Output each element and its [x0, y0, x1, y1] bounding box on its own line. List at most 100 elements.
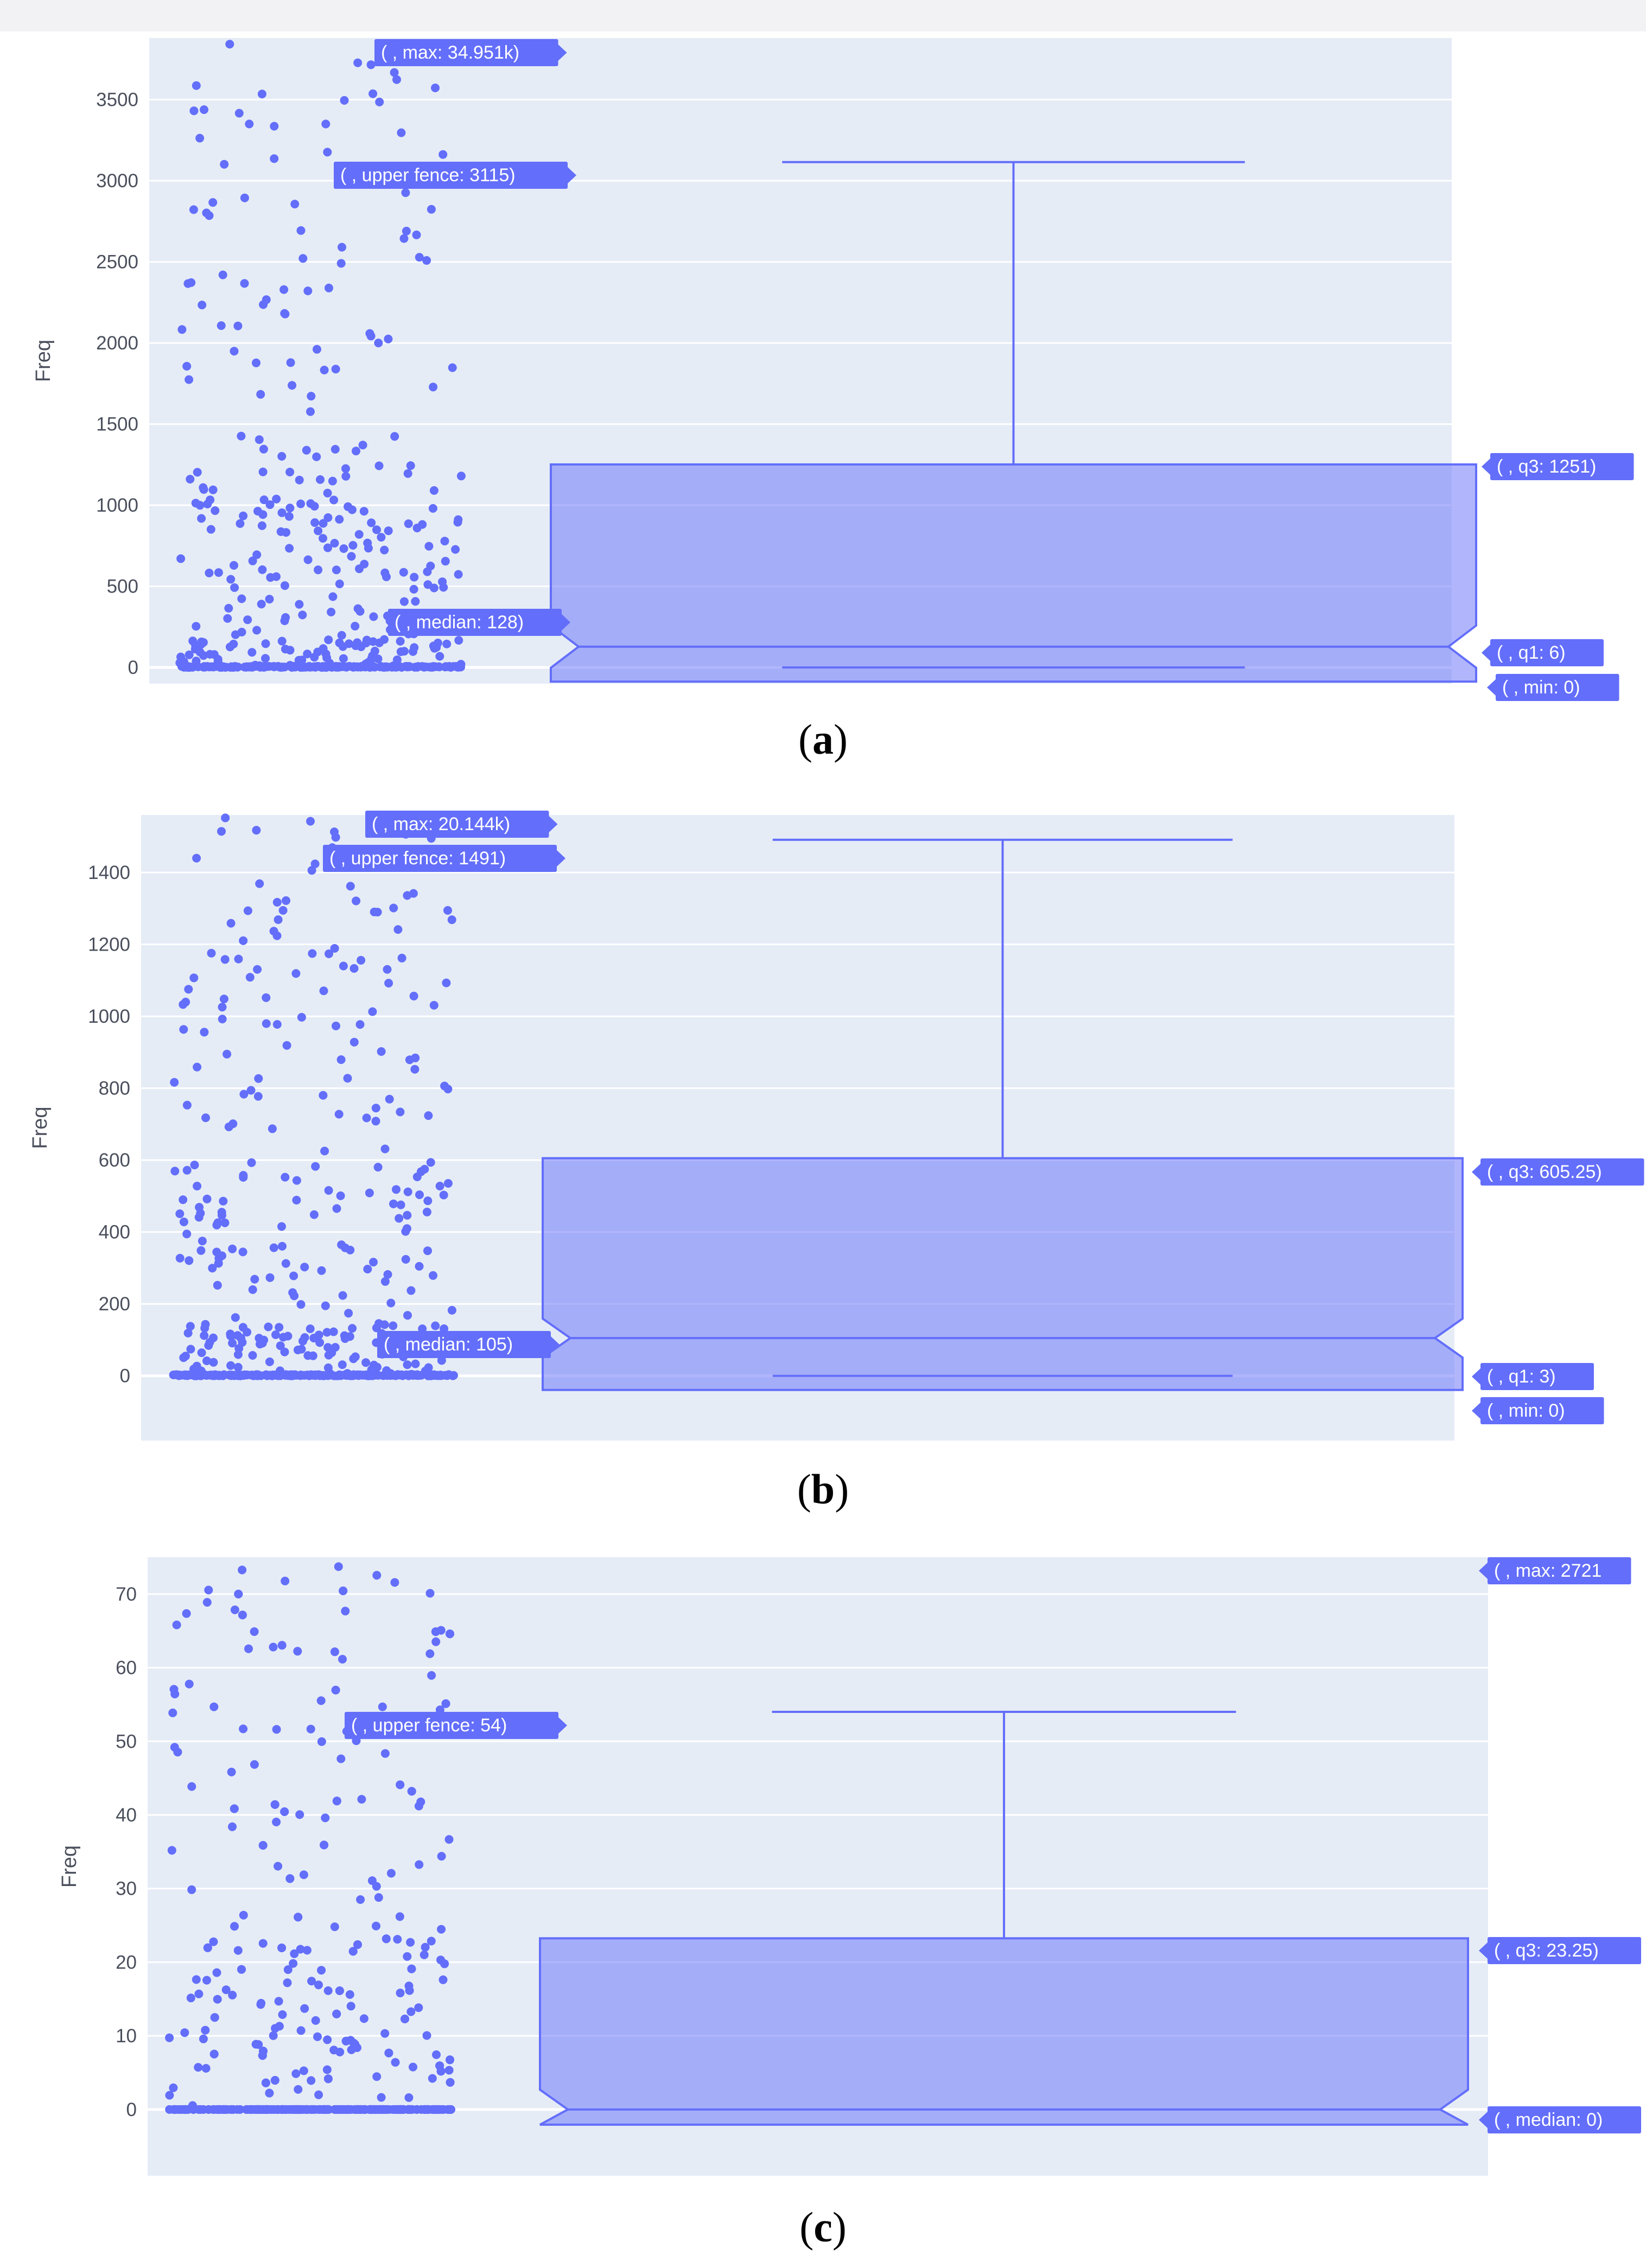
data-point[interactable] [257, 600, 266, 609]
data-point[interactable] [323, 543, 332, 552]
data-point[interactable] [429, 1001, 438, 1010]
data-point[interactable] [389, 1321, 398, 1330]
data-point[interactable] [265, 2088, 274, 2098]
data-point[interactable] [209, 1937, 218, 1946]
data-point[interactable] [373, 654, 383, 664]
data-point[interactable] [202, 1976, 211, 1985]
data-point[interactable] [182, 1100, 192, 1110]
data-point[interactable] [265, 595, 274, 604]
data-point[interactable] [194, 2063, 203, 2072]
data-point[interactable] [339, 544, 348, 553]
data-point[interactable] [390, 1578, 399, 1587]
data-point[interactable] [406, 1938, 415, 1947]
data-point[interactable] [200, 1323, 209, 1333]
data-point[interactable] [226, 919, 236, 928]
data-point[interactable] [302, 1946, 312, 1955]
data-point[interactable] [346, 1245, 355, 1254]
data-point[interactable] [212, 1968, 221, 1977]
data-point[interactable] [177, 325, 187, 334]
data-point[interactable] [274, 662, 283, 671]
data-point[interactable] [281, 1576, 290, 1585]
data-point[interactable] [242, 662, 251, 671]
data-point[interactable] [258, 565, 267, 574]
box-body[interactable] [539, 1937, 1469, 2126]
data-point[interactable] [206, 662, 215, 671]
data-point[interactable] [254, 1074, 263, 1083]
data-point[interactable] [336, 1191, 345, 1200]
data-point[interactable] [281, 613, 290, 622]
data-point[interactable] [226, 1361, 236, 1370]
data-point[interactable] [391, 2058, 400, 2067]
data-point[interactable] [302, 445, 311, 455]
box-body[interactable] [550, 463, 1477, 683]
data-point[interactable] [303, 649, 312, 659]
data-point[interactable] [441, 1699, 450, 1708]
data-point[interactable] [337, 630, 346, 640]
data-point[interactable] [320, 662, 329, 672]
data-point[interactable] [395, 1912, 404, 1921]
data-point[interactable] [396, 1200, 405, 1209]
data-point[interactable] [380, 545, 389, 555]
data-point[interactable] [404, 662, 414, 671]
data-point[interactable] [390, 68, 399, 77]
data-point[interactable] [185, 650, 194, 659]
data-point[interactable] [278, 2010, 287, 2019]
data-point[interactable] [167, 1846, 176, 1855]
data-point[interactable] [330, 539, 339, 548]
data-point[interactable] [295, 662, 304, 671]
data-point[interactable] [344, 1309, 353, 1318]
data-point[interactable] [392, 75, 401, 84]
data-point[interactable] [180, 2028, 189, 2037]
data-point[interactable] [393, 925, 403, 934]
data-point[interactable] [289, 1959, 298, 1968]
data-point[interactable] [217, 1208, 226, 1217]
data-point[interactable] [237, 431, 246, 441]
data-point[interactable] [330, 1922, 339, 1932]
data-point[interactable] [339, 662, 348, 671]
data-point[interactable] [426, 562, 435, 571]
data-point[interactable] [207, 948, 216, 958]
data-point[interactable] [386, 1369, 395, 1378]
data-point[interactable] [412, 524, 422, 533]
data-point[interactable] [293, 1647, 302, 1656]
data-point[interactable] [347, 2045, 356, 2054]
data-point[interactable] [226, 1371, 236, 1380]
data-point[interactable] [266, 573, 275, 582]
data-point[interactable] [322, 2065, 332, 2074]
data-point[interactable] [205, 649, 214, 659]
data-point[interactable] [175, 1209, 185, 1218]
data-point[interactable] [238, 1565, 247, 1575]
data-point[interactable] [353, 604, 363, 613]
data-point[interactable] [187, 1885, 196, 1894]
data-point[interactable] [270, 122, 279, 131]
data-point[interactable] [272, 897, 282, 907]
data-point[interactable] [182, 362, 192, 371]
data-point[interactable] [268, 1124, 277, 1133]
data-point[interactable] [444, 2066, 454, 2075]
data-point[interactable] [352, 896, 361, 906]
data-point[interactable] [290, 2105, 300, 2114]
data-point[interactable] [282, 1041, 291, 1050]
data-point[interactable] [374, 461, 384, 470]
data-point[interactable] [165, 2033, 174, 2042]
data-point[interactable] [197, 638, 206, 646]
data-point[interactable] [269, 927, 278, 936]
data-point[interactable] [422, 2031, 431, 2040]
data-point[interactable] [437, 1925, 446, 1934]
data-point[interactable] [420, 1950, 429, 1959]
data-point[interactable] [272, 494, 281, 504]
data-point[interactable] [333, 1371, 342, 1380]
data-point[interactable] [422, 256, 431, 265]
data-point[interactable] [321, 1371, 331, 1380]
data-point[interactable] [380, 1320, 389, 1329]
data-point[interactable] [328, 476, 337, 486]
data-point[interactable] [334, 1562, 343, 1571]
data-point[interactable] [401, 188, 410, 198]
data-point[interactable] [276, 527, 285, 536]
data-point[interactable] [250, 1760, 259, 1769]
data-point[interactable] [380, 662, 390, 672]
data-point[interactable] [431, 84, 440, 92]
data-point[interactable] [423, 580, 433, 589]
data-point[interactable] [281, 645, 290, 654]
data-point[interactable] [311, 2016, 320, 2025]
